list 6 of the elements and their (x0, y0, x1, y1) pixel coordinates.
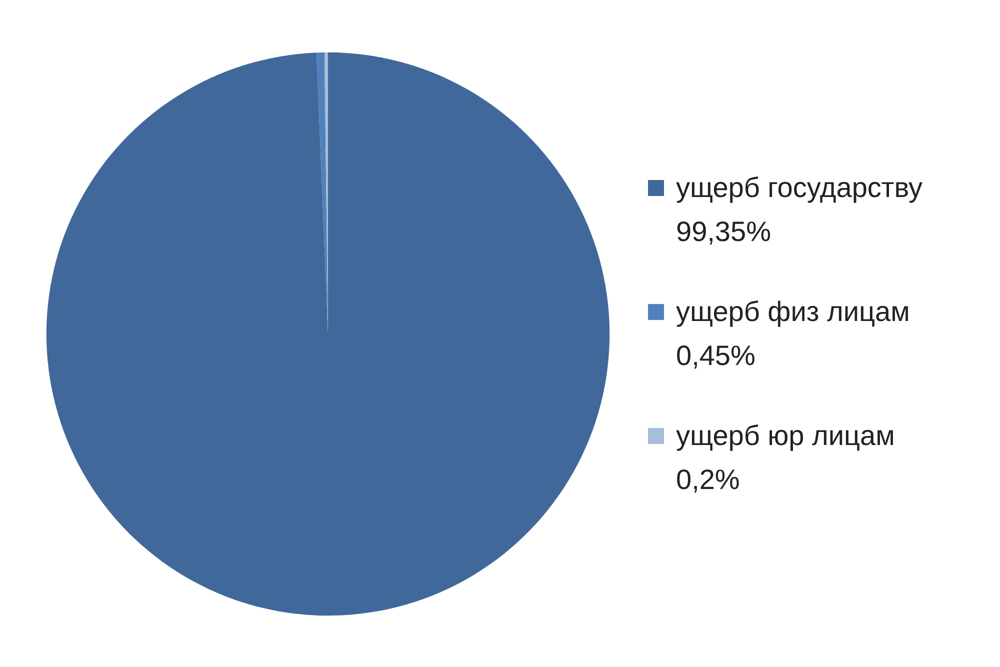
data-label: 99,35% (676, 214, 772, 248)
legend-label: ущерб государству (676, 170, 924, 205)
data-label: 0,2% (676, 462, 741, 496)
legend-label: ущерб юр лицам (676, 418, 896, 453)
legend-label: ущерб физ лицам (676, 294, 911, 329)
data-label: 0,45% (676, 338, 756, 372)
